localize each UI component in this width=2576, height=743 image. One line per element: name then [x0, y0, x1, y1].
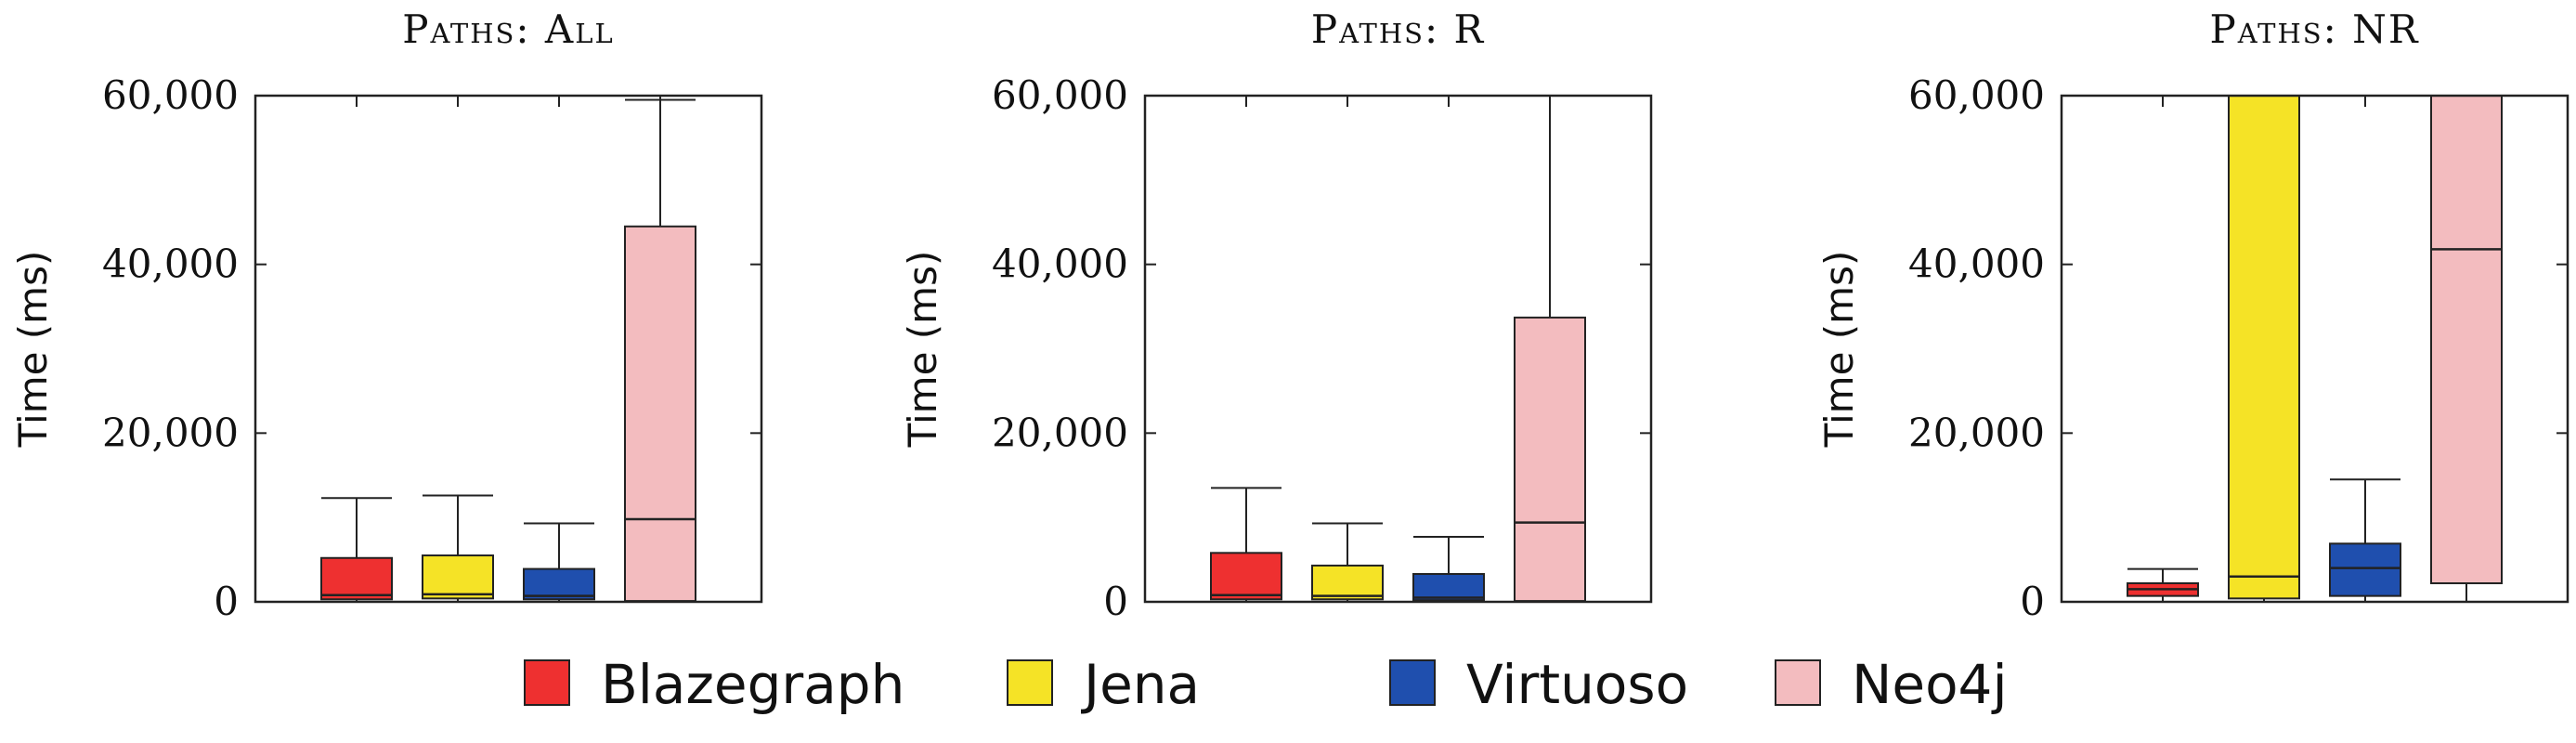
plot-frame — [254, 94, 763, 604]
legend-item-neo4j: Neo4j — [1775, 653, 2008, 716]
legend-swatch — [1775, 659, 1821, 706]
y-tick-label: 0 — [1103, 579, 1128, 624]
box-iqr — [624, 225, 696, 603]
box-iqr — [1412, 573, 1485, 602]
box-neo4j — [1514, 95, 1586, 603]
y-tick-label: 20,000 — [1908, 410, 2045, 455]
legend-item-virtuoso: Virtuoso — [1389, 653, 1688, 716]
y-tick-label: 0 — [2020, 579, 2045, 624]
y-axis-label: Time (ms) — [1816, 251, 1862, 449]
legend: Blazegraph Jena Virtuoso Neo4j — [524, 653, 2008, 716]
box-virtuoso — [2329, 478, 2401, 603]
box-iqr — [2228, 95, 2300, 600]
box-iqr — [2329, 542, 2401, 597]
box-blazegraph — [1210, 487, 1282, 603]
legend-swatch — [1389, 659, 1436, 706]
box-iqr — [1210, 552, 1282, 601]
box-jena — [422, 494, 494, 603]
y-tick-label: 40,000 — [992, 241, 1128, 287]
box-virtuoso — [523, 522, 595, 603]
legend-label: Neo4j — [1852, 653, 2008, 716]
y-tick-label: 0 — [214, 579, 239, 624]
legend-swatch — [1007, 659, 1053, 706]
legend-swatch — [524, 659, 570, 706]
box-iqr — [422, 554, 494, 600]
legend-label: Blazegraph — [601, 653, 904, 716]
y-tick-label: 60,000 — [102, 72, 239, 118]
chart-title: Paths: NR — [2210, 7, 2420, 52]
legend-label: Jena — [1081, 653, 1200, 716]
legend-item-blazegraph: Blazegraph — [524, 653, 904, 716]
plot-frame — [1143, 94, 1653, 604]
chart-panel-2: Paths: R Time (ms) 0 20,000 40,000 60,000 — [900, 7, 1653, 624]
chart-title: Paths: R — [1311, 7, 1485, 52]
y-axis-label: Time (ms) — [900, 251, 945, 449]
y-axis-label: Time (ms) — [10, 251, 56, 449]
box-jena — [1311, 522, 1384, 603]
box-iqr — [320, 556, 393, 601]
box-virtuoso — [1412, 536, 1485, 603]
y-tick-label: 40,000 — [102, 241, 239, 287]
chart-panel-1: Paths: All Time (ms) 0 20,000 40,000 60,000 — [10, 7, 763, 624]
box-blazegraph — [320, 497, 393, 603]
legend-label: Virtuoso — [1466, 653, 1688, 716]
box-jena — [2228, 95, 2300, 603]
y-tick-label: 20,000 — [102, 410, 239, 455]
y-tick-label: 60,000 — [992, 72, 1128, 118]
box-neo4j — [624, 98, 696, 603]
box-iqr — [2430, 95, 2503, 585]
legend-item-jena: Jena — [1007, 653, 1200, 716]
chart-panel-3: Paths: NR Time (ms) 0 20,000 40,000 60,000 — [1816, 7, 2569, 624]
box-neo4j — [2430, 95, 2503, 603]
box-iqr — [523, 567, 595, 601]
box-iqr — [1311, 564, 1384, 601]
y-tick-label: 60,000 — [1908, 72, 2045, 118]
y-tick-label: 20,000 — [992, 410, 1128, 455]
y-tick-label: 40,000 — [1908, 241, 2045, 287]
box-blazegraph — [2127, 567, 2199, 603]
chart-title: Paths: All — [402, 7, 614, 52]
box-iqr — [1514, 316, 1586, 603]
plot-frame — [2060, 94, 2569, 604]
